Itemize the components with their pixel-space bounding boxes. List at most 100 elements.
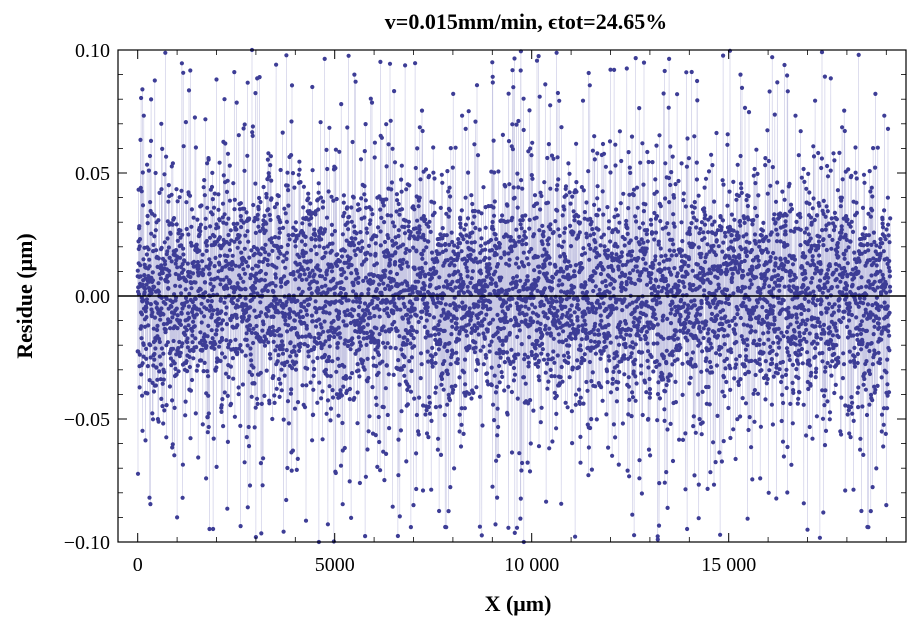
data-point (643, 380, 648, 385)
data-point (678, 328, 683, 333)
data-point (324, 411, 329, 416)
data-point (573, 336, 578, 341)
data-point (282, 253, 287, 258)
data-point (420, 309, 425, 314)
data-point (318, 332, 323, 337)
data-point (289, 387, 294, 392)
data-point (255, 212, 260, 217)
data-point (667, 200, 672, 205)
data-point (628, 327, 634, 332)
data-point (425, 305, 430, 310)
data-point (468, 252, 473, 257)
data-point (285, 183, 290, 188)
data-point (733, 265, 738, 270)
data-point (181, 246, 186, 251)
data-point (183, 120, 188, 125)
data-point (287, 237, 292, 242)
data-point (365, 356, 370, 361)
data-point (707, 337, 712, 342)
data-point (740, 268, 745, 274)
data-point (326, 189, 331, 194)
data-point (189, 377, 195, 383)
data-point (729, 233, 734, 238)
data-point (640, 221, 646, 226)
data-point (580, 265, 585, 271)
data-point (439, 382, 444, 387)
data-point (172, 311, 177, 316)
data-point (679, 254, 684, 259)
data-point (231, 221, 236, 226)
data-point (169, 304, 174, 309)
data-point (639, 491, 645, 496)
data-point (319, 237, 324, 242)
data-point (156, 256, 161, 261)
data-point (754, 213, 760, 219)
data-point (520, 186, 525, 191)
data-point (143, 286, 148, 291)
data-point (349, 205, 354, 210)
data-point (175, 515, 180, 520)
data-point (278, 381, 283, 386)
data-point (244, 331, 249, 336)
data-point (373, 395, 379, 400)
data-point (701, 230, 706, 235)
data-point (450, 279, 455, 284)
data-point (242, 168, 247, 173)
data-point (361, 325, 366, 330)
data-point (669, 253, 674, 258)
data-point (283, 314, 288, 319)
data-point (401, 364, 407, 369)
data-point (601, 212, 606, 217)
data-point (606, 322, 611, 327)
data-point (214, 77, 219, 82)
data-point (375, 464, 380, 469)
data-point (560, 340, 565, 345)
data-point (429, 275, 434, 280)
data-point (526, 364, 531, 369)
data-point (303, 242, 308, 247)
data-point (318, 322, 323, 327)
data-point (295, 269, 300, 274)
data-point (529, 353, 535, 358)
data-point (315, 355, 320, 361)
data-point (383, 268, 388, 273)
data-point (209, 277, 214, 282)
data-point (258, 461, 263, 466)
data-point (699, 369, 704, 374)
data-point (202, 314, 207, 319)
data-point (595, 151, 600, 156)
data-point (525, 355, 531, 360)
data-point (224, 322, 229, 327)
data-point (661, 354, 667, 359)
data-point (590, 370, 595, 375)
data-point (153, 346, 158, 351)
data-point (469, 396, 474, 401)
data-point (525, 256, 530, 261)
data-point (429, 487, 434, 492)
data-point (323, 276, 328, 281)
data-point (294, 353, 299, 358)
data-point (157, 354, 162, 359)
data-point (582, 358, 587, 363)
data-point (744, 249, 749, 254)
data-point (721, 439, 726, 444)
data-point (337, 149, 342, 154)
data-point (273, 304, 278, 310)
data-point (639, 371, 644, 376)
data-point (235, 221, 240, 226)
data-point (683, 431, 688, 436)
data-point (386, 372, 391, 377)
data-point (211, 526, 216, 532)
data-point (426, 404, 431, 410)
data-point (490, 74, 495, 79)
data-point (154, 248, 159, 253)
data-point (603, 325, 608, 330)
data-point (152, 357, 157, 362)
data-point (635, 323, 641, 328)
data-point (418, 351, 424, 356)
data-point (679, 161, 684, 166)
data-point (754, 147, 759, 152)
data-point (719, 270, 724, 275)
data-point (401, 242, 406, 247)
data-point (225, 286, 230, 291)
